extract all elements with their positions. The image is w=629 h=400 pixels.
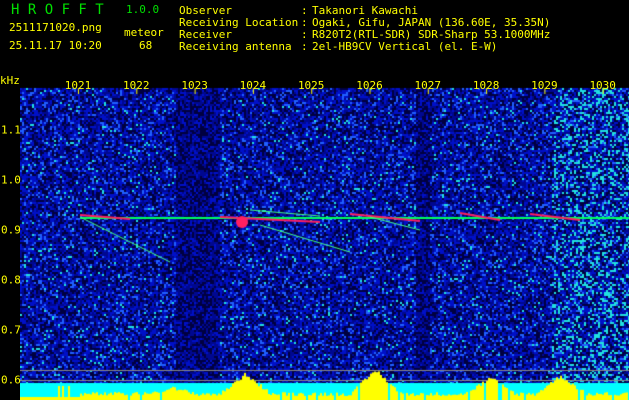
observer-sep: :	[301, 4, 308, 17]
x-tick-label: 1024	[239, 79, 267, 92]
x-tick-label: 1028	[472, 79, 500, 92]
antenna-label: Receiving antenna	[179, 40, 292, 53]
antenna-sep: :	[301, 40, 308, 53]
y-tick-label: 0.9	[1, 223, 21, 237]
spectrogram	[20, 80, 629, 400]
file-name: 2511171020.png	[9, 21, 102, 34]
receiver-label: Receiver	[179, 28, 232, 41]
observer-label: Observer	[179, 4, 232, 17]
meteor-count: 68	[139, 39, 153, 52]
y-axis-unit: kHz	[0, 74, 20, 87]
app-version: 1.0.0	[126, 3, 160, 16]
date-time: 25.11.17 10:20	[9, 39, 102, 52]
x-tick-label: 1030	[589, 79, 616, 92]
location-sep: :	[301, 16, 308, 29]
location-label: Receiving Location	[179, 16, 299, 29]
x-tick-label: 1023	[181, 79, 208, 92]
y-tick-label: 1.1	[1, 123, 21, 137]
y-tick-label: 1.0	[1, 173, 21, 187]
observer-value: Takanori Kawachi	[312, 4, 418, 17]
y-tick-label: 0.7	[1, 323, 21, 337]
x-tick-label: 1021	[64, 79, 92, 92]
y-tick-label: 0.8	[1, 273, 21, 287]
antenna-value: 2el-HB9CV Vertical (el. E-W)	[312, 40, 498, 53]
y-tick-label: 0.6	[1, 373, 21, 387]
x-tick-label: 1025	[297, 79, 325, 92]
receiver-value: R820T2(RTL-SDR) SDR-Sharp 53.1000MHz	[312, 28, 551, 41]
x-tick-label: 1027	[414, 79, 442, 92]
x-tick-label: 1029	[531, 79, 558, 92]
app-title: H R O F F T	[11, 2, 104, 18]
count-label: meteor	[124, 26, 164, 39]
x-tick-label: 1022	[123, 79, 150, 92]
x-tick-label: 1026	[356, 79, 383, 92]
receiver-sep: :	[301, 28, 308, 41]
location-value: Ogaki, Gifu, JAPAN (136.60E, 35.35N)	[312, 16, 551, 29]
